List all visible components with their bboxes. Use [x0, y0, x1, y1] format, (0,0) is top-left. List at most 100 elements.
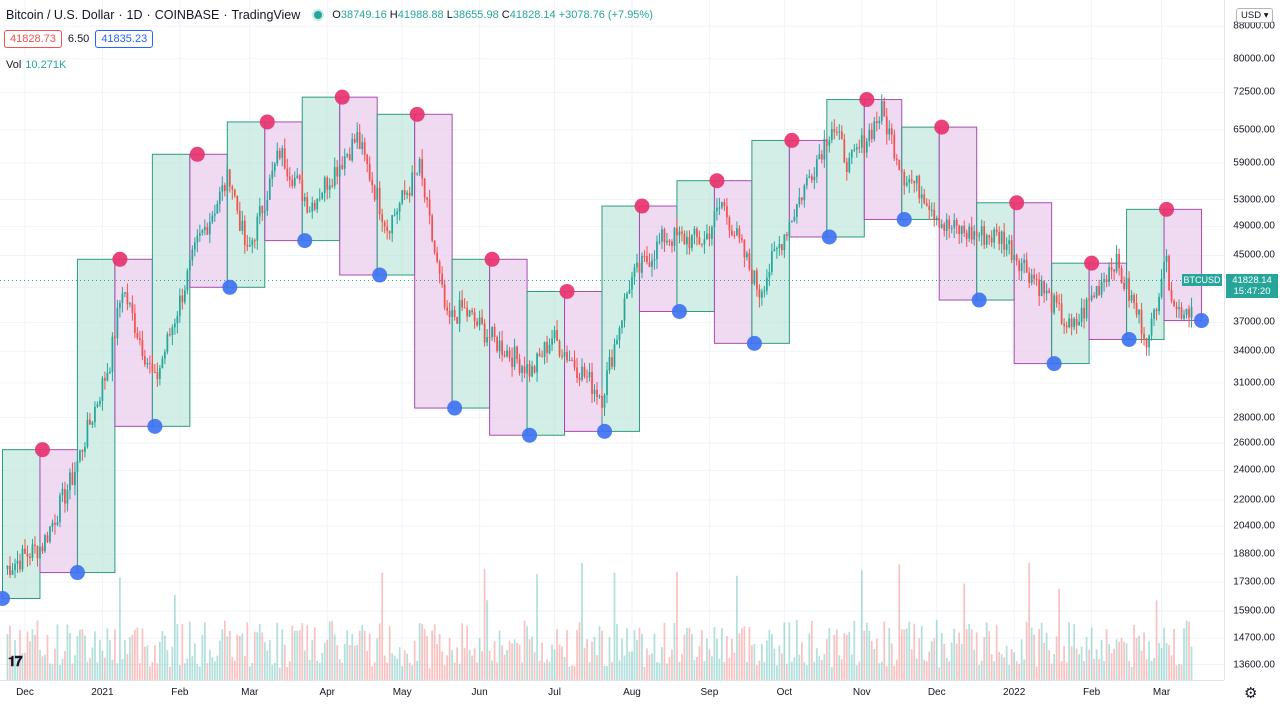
sell-price-button[interactable]: 41828.73	[4, 30, 62, 48]
volume-bar	[486, 600, 488, 680]
candle-down	[104, 378, 106, 381]
x-tick-label: Dec	[927, 687, 946, 698]
volume-bar	[526, 626, 528, 680]
candle-down	[863, 135, 866, 153]
volume-bar	[1065, 662, 1068, 680]
candle-down	[1015, 255, 1018, 261]
bullish-range-box	[976, 202, 1015, 301]
volume-bar	[441, 651, 444, 680]
time-axis[interactable]: Dec 2021 Feb Mar Apr May Jun Jul Aug Sep Oct Nov Dec…	[0, 680, 1224, 708]
volume-bar	[621, 638, 623, 680]
volume-bar	[223, 620, 226, 680]
candle-up	[1160, 278, 1163, 297]
candle-down	[358, 132, 361, 150]
candle-down	[283, 148, 286, 169]
candle-up	[316, 198, 319, 210]
candle-down	[955, 219, 958, 226]
candle-down	[413, 172, 416, 174]
bearish-range-box	[713, 180, 753, 344]
candle-down	[46, 535, 49, 542]
volume-bar	[561, 646, 563, 680]
volume-bar	[383, 655, 386, 680]
candle-down	[371, 180, 374, 186]
candle-down	[298, 175, 301, 180]
candle-down	[466, 307, 468, 317]
candle-down	[646, 256, 648, 263]
candle-up	[393, 214, 396, 216]
volume-bar	[775, 665, 778, 680]
volume-bar	[1073, 624, 1075, 680]
volume-bar	[1040, 622, 1043, 680]
market-status-icon[interactable]	[314, 11, 323, 19]
volume-bar	[820, 659, 823, 680]
candle-down	[71, 472, 74, 486]
x-tick-label: Dec	[16, 687, 34, 698]
candle-down	[1175, 306, 1178, 310]
price-axis[interactable]: 88000.00 80000.00 72500.00 65000.00 59000.00…	[1224, 0, 1280, 680]
volume-bar	[988, 631, 991, 680]
price-chart[interactable]	[0, 0, 1224, 680]
candle-down	[144, 356, 146, 365]
buy-price-button[interactable]: 41835.23	[95, 30, 154, 48]
currency-select[interactable]: USD ▾	[1236, 8, 1274, 23]
volume-bar	[531, 637, 533, 680]
symbol-title[interactable]: Bitcoin / U.S. Dollar	[6, 8, 115, 22]
volume-bar	[126, 653, 129, 680]
tradingview-logo-icon[interactable]: 𝟏𝟕	[8, 653, 23, 669]
candle-down	[441, 273, 444, 285]
candle-up	[308, 211, 311, 213]
volume-bar	[149, 666, 151, 680]
candle-down	[1025, 259, 1028, 273]
interval-label[interactable]: 1D	[126, 8, 143, 22]
candle-down	[24, 548, 26, 554]
candle-up	[526, 364, 528, 374]
candle-down	[1123, 282, 1125, 290]
volume-bar	[493, 641, 496, 680]
candle-up	[256, 216, 259, 241]
candle-up	[908, 179, 911, 183]
candle-down	[903, 171, 906, 186]
volume-bar	[1028, 562, 1031, 680]
candle-down	[503, 355, 506, 357]
candle-down	[141, 339, 144, 357]
volume-bar	[955, 643, 958, 680]
candle-down	[26, 553, 29, 557]
volume-bar	[758, 660, 761, 680]
gear-icon[interactable]: ⚙	[1244, 685, 1258, 702]
candle-up	[79, 450, 81, 461]
volume-bar	[119, 577, 121, 680]
candle-up	[543, 342, 546, 357]
volume-bar	[64, 650, 66, 680]
y-tick-label: 18800.00	[1233, 548, 1275, 560]
candle-down	[386, 226, 389, 232]
candle-down	[1140, 309, 1143, 334]
candle-up	[815, 159, 818, 177]
volume-bar	[868, 630, 871, 680]
volume-bar	[860, 570, 863, 680]
volume-bar	[736, 575, 738, 680]
candle-down	[41, 546, 44, 552]
volume-bar	[378, 623, 381, 680]
volume-bar	[673, 623, 676, 680]
volume-bar	[366, 651, 369, 680]
candle-up	[1115, 253, 1118, 272]
candle-down	[368, 163, 371, 181]
candle-up	[338, 165, 341, 177]
candle-down	[348, 154, 351, 161]
x-tick-label: Sep	[700, 687, 719, 698]
candle-up	[581, 366, 583, 381]
candle-down	[1155, 309, 1158, 312]
volume-bar	[518, 644, 521, 680]
chart-area[interactable]	[0, 0, 1224, 680]
candle-up	[109, 371, 111, 373]
candle-up	[293, 177, 296, 186]
volume-bar	[698, 645, 701, 680]
volume-label[interactable]: Vol	[6, 59, 22, 71]
ohlc-values: O38749.16 H41988.88 L38655.98 C41828.14 …	[332, 9, 653, 21]
candle-down	[723, 202, 726, 207]
candle-down	[875, 121, 878, 124]
candle-down	[578, 377, 581, 381]
last-price-label: 41828.14 15:47:20	[1226, 274, 1278, 299]
volume-bar	[616, 624, 618, 680]
candle-up	[521, 366, 523, 373]
